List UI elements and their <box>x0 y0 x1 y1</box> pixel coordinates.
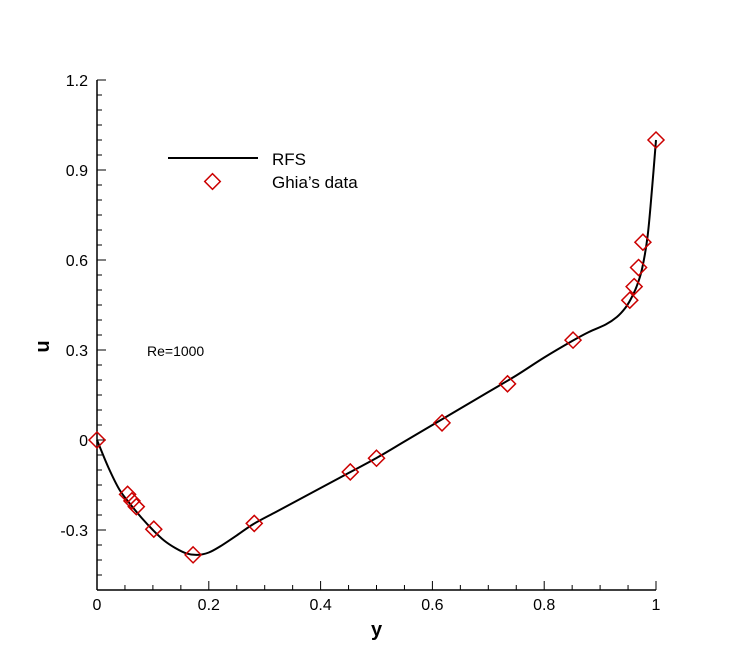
y-tick-label: -0.3 <box>60 523 88 540</box>
x-tick-label: 0.6 <box>421 597 443 614</box>
ghia-data-point <box>341 462 360 482</box>
ghia-data-point <box>245 514 264 533</box>
y-tick-label: 0.9 <box>66 163 88 180</box>
axes <box>96 80 656 591</box>
ghia-data-point <box>367 449 386 468</box>
x-tick-label: 0.8 <box>533 597 555 614</box>
reynolds-annotation: Re=1000 <box>147 343 204 359</box>
x-tick-label: 0.2 <box>198 597 220 614</box>
legend-label-ghia: Ghia’s data <box>272 173 358 192</box>
ghia-data-point <box>629 258 648 277</box>
ghia-data-point <box>118 485 137 504</box>
axis-ticks <box>96 79 657 591</box>
ghia-data-point <box>127 497 146 516</box>
y-tick-label: 0.6 <box>66 253 88 270</box>
x-axis-title: y <box>371 619 383 641</box>
ghia-data-point <box>620 291 639 310</box>
series-line-rfs <box>96 139 657 556</box>
legend-diamond-swatch <box>203 172 222 191</box>
x-tick-label: 0.4 <box>309 597 331 614</box>
y-tick-label: 0 <box>79 433 88 450</box>
ghia-data-point <box>87 430 107 450</box>
x-tick-label: 1 <box>652 597 661 614</box>
ghia-data-point <box>432 413 452 432</box>
ghia-data-point <box>184 545 203 564</box>
y-tick-label: 0.3 <box>66 343 88 360</box>
y-axis-title: u <box>32 340 54 352</box>
legend-label-rfs: RFS <box>272 150 306 169</box>
ghia-data-point <box>633 233 652 252</box>
y-tick-label: 1.2 <box>66 73 88 90</box>
ghia-data-point <box>498 374 517 393</box>
ghia-data-point <box>122 491 141 510</box>
series-markers-ghia <box>87 130 666 564</box>
ghia-data-point <box>144 520 163 539</box>
legend: RFS Ghia’s data <box>168 150 358 192</box>
ghia-data-point <box>646 130 666 150</box>
tick-labels: 0 0.2 0.4 0.6 0.8 1 -0.3 0 0.3 0.6 0.9 1.2 <box>60 73 660 614</box>
ghia-data-point <box>563 331 583 350</box>
ghia-data-point <box>625 277 644 296</box>
x-tick-label: 0 <box>93 597 102 614</box>
